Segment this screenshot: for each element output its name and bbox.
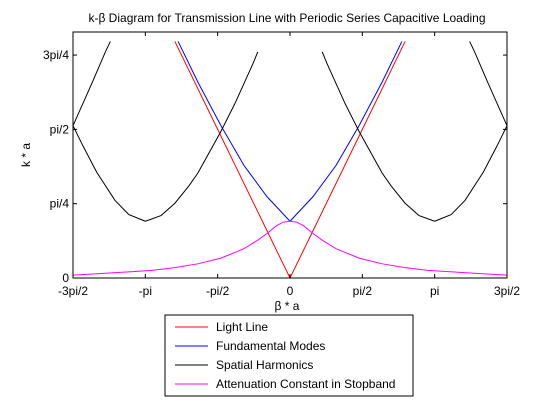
x-tick-label-3: 0 [287, 284, 294, 298]
y-tick-label-3: 3pi/4 [43, 48, 69, 62]
series-line-2-4 [434, 125, 507, 222]
plot-layer [73, 32, 507, 278]
x-tick-label-0: -3pi/2 [58, 284, 88, 298]
x-tick-label-5: pi [430, 284, 439, 298]
series-line-1-1 [289, 41, 403, 222]
x-tick-label-4: pi/2 [353, 284, 373, 298]
series-line-2-5 [469, 41, 507, 126]
y-tick-label-1: pi/4 [50, 197, 70, 211]
plot-area [73, 32, 507, 278]
series-line-2-2 [73, 41, 111, 126]
legend: Light Line Fundamental Modes Spatial Harmo… [164, 314, 414, 397]
legend-label-2: Spatial Harmonics [216, 358, 313, 372]
series-group [73, 41, 507, 278]
x-tick-label-1: -pi [139, 284, 152, 298]
x-tick-label-2: -pi/2 [206, 284, 230, 298]
series-line-2-3 [321, 51, 435, 222]
series-line-2-0 [73, 125, 146, 222]
y-axis-label: k * a [19, 143, 33, 167]
series-line-2-1 [145, 51, 259, 222]
series-line-3-1 [289, 220, 507, 276]
chart-title: k-β Diagram for Transmission Line with P… [88, 11, 485, 25]
y-tick-label-2: pi/2 [50, 122, 70, 136]
series-line-1-0 [177, 41, 291, 222]
axes-layer: -3pi/2 -pi -pi/2 0 pi/2 pi 3pi/2 0 pi/4 pi/2 3pi/4 [43, 31, 520, 298]
series-line-0-1 [289, 41, 406, 278]
legend-box [164, 314, 414, 397]
legend-label-3: Attenuation Constant in Stopband [216, 377, 395, 391]
x-axis-label: β * a [275, 299, 300, 313]
x-tick-label-6: 3pi/2 [494, 284, 520, 298]
series-line-0-0 [174, 41, 291, 278]
series-line-3-0 [73, 220, 291, 276]
y-tick-label-0: 0 [62, 271, 69, 285]
legend-label-0: Light Line [216, 320, 268, 334]
legend-label-1: Fundamental Modes [216, 339, 325, 353]
